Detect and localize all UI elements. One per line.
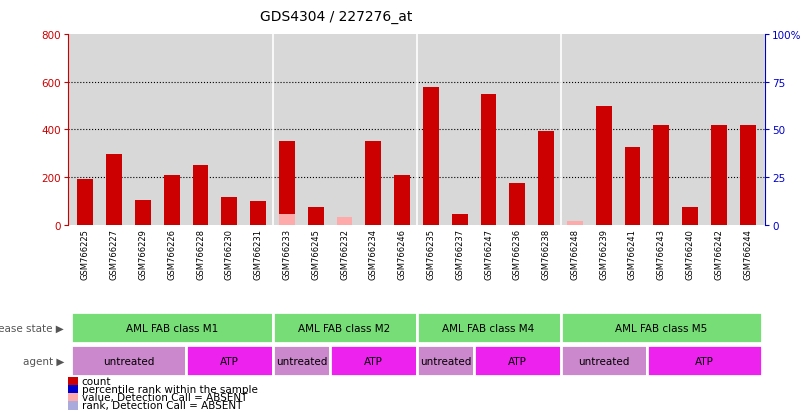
Text: GSM766243: GSM766243 (657, 228, 666, 280)
Bar (308, 207, 324, 225)
Bar (417, 313, 561, 343)
Bar (279, 142, 295, 225)
Text: rank, Detection Call = ABSENT: rank, Detection Call = ABSENT (82, 401, 242, 411)
Text: GSM766232: GSM766232 (340, 228, 349, 280)
Bar (423, 88, 439, 225)
Bar (596, 106, 612, 225)
Text: GSM766231: GSM766231 (254, 228, 263, 280)
Text: GSM766245: GSM766245 (312, 228, 320, 279)
Text: GDS4304 / 227276_at: GDS4304 / 227276_at (260, 10, 413, 24)
Text: GSM766229: GSM766229 (139, 228, 147, 279)
Text: AML FAB class M1: AML FAB class M1 (126, 323, 218, 333)
Bar (538, 131, 554, 225)
Text: ATP: ATP (695, 356, 714, 366)
Bar (336, 218, 352, 225)
Bar (417, 346, 474, 376)
Text: percentile rank within the sample: percentile rank within the sample (82, 384, 258, 394)
Text: count: count (82, 376, 111, 386)
Text: untreated: untreated (103, 356, 155, 366)
Text: value, Detection Call = ABSENT: value, Detection Call = ABSENT (82, 392, 247, 402)
Text: GSM766235: GSM766235 (426, 228, 436, 280)
Bar (654, 126, 669, 225)
Bar (272, 313, 417, 343)
Bar (474, 346, 561, 376)
Bar (561, 346, 647, 376)
Text: GSM766228: GSM766228 (196, 228, 205, 280)
Bar (452, 214, 468, 225)
Text: GSM766242: GSM766242 (714, 228, 723, 279)
Bar (107, 155, 122, 225)
Text: GSM766237: GSM766237 (455, 228, 465, 280)
Text: disease state ▶: disease state ▶ (0, 323, 64, 333)
Text: ATP: ATP (220, 356, 239, 366)
Bar (164, 175, 179, 225)
Text: GSM766225: GSM766225 (81, 228, 90, 279)
Bar (272, 346, 330, 376)
Text: GSM766226: GSM766226 (167, 228, 176, 280)
Text: GSM766227: GSM766227 (110, 228, 119, 280)
Bar (279, 214, 295, 225)
Text: GSM766238: GSM766238 (541, 228, 550, 280)
Text: AML FAB class M4: AML FAB class M4 (442, 323, 534, 333)
Text: GSM766233: GSM766233 (283, 228, 292, 280)
Text: AML FAB class M2: AML FAB class M2 (299, 323, 391, 333)
Bar (71, 346, 186, 376)
Text: GSM766234: GSM766234 (368, 228, 378, 280)
Text: agent ▶: agent ▶ (22, 356, 64, 366)
Bar (192, 166, 208, 225)
Text: GSM766247: GSM766247 (484, 228, 493, 280)
Text: untreated: untreated (276, 356, 327, 366)
Bar (221, 198, 237, 225)
Text: GSM766239: GSM766239 (599, 228, 608, 280)
Text: GSM766240: GSM766240 (686, 228, 694, 279)
Text: GSM766244: GSM766244 (743, 228, 752, 279)
Bar (135, 200, 151, 225)
Bar (561, 313, 762, 343)
Bar (647, 346, 762, 376)
Text: AML FAB class M5: AML FAB class M5 (615, 323, 707, 333)
Text: untreated: untreated (420, 356, 471, 366)
Bar (250, 201, 266, 225)
Text: ATP: ATP (508, 356, 527, 366)
Bar (481, 95, 497, 225)
Bar (365, 142, 381, 225)
Bar (740, 126, 755, 225)
Text: GSM766230: GSM766230 (225, 228, 234, 280)
Bar (78, 180, 93, 225)
Bar (682, 207, 698, 225)
Bar (625, 148, 641, 225)
Text: GSM766236: GSM766236 (513, 228, 521, 280)
Bar (330, 346, 417, 376)
Bar (394, 175, 410, 225)
Bar (509, 183, 525, 225)
Text: GSM766248: GSM766248 (570, 228, 579, 280)
Text: GSM766246: GSM766246 (397, 228, 407, 280)
Bar (711, 126, 727, 225)
Bar (186, 346, 272, 376)
Text: GSM766241: GSM766241 (628, 228, 637, 279)
Bar (567, 221, 583, 225)
Bar (71, 313, 272, 343)
Text: untreated: untreated (578, 356, 630, 366)
Text: ATP: ATP (364, 356, 383, 366)
